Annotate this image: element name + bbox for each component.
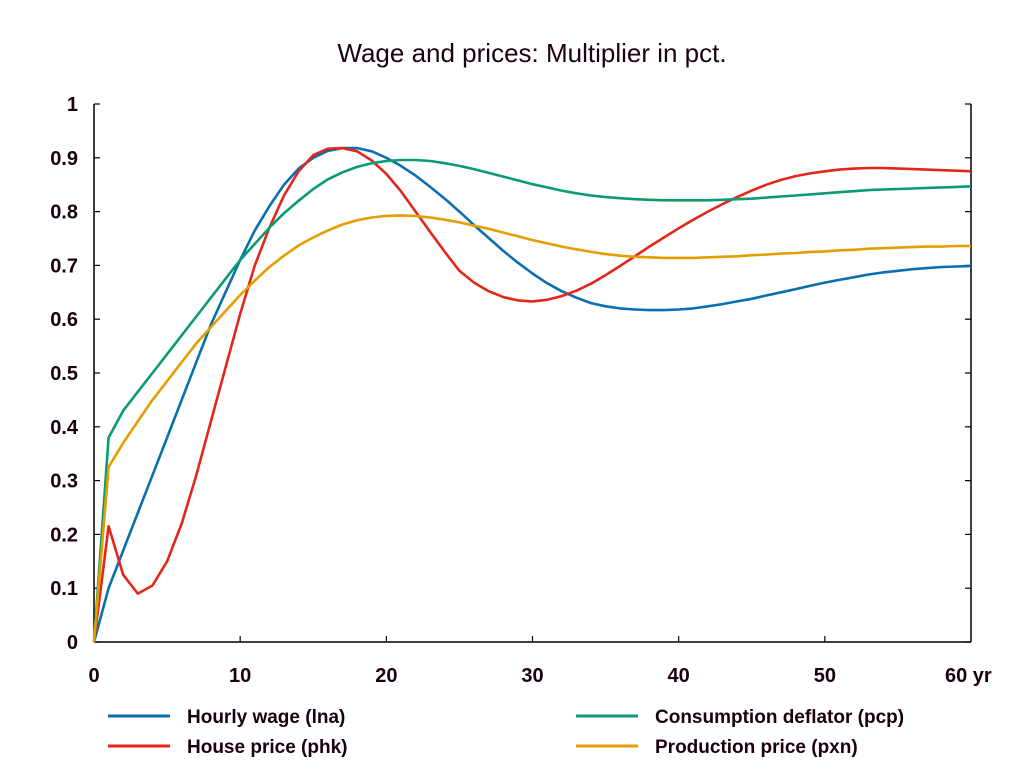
series-line-3 [92, 158, 972, 643]
axes: 00.10.20.30.40.50.60.70.80.910 10 20 30 40 50… [50, 94, 992, 687]
x-tick-label: 0 [88, 665, 99, 687]
y-tick-label: 0.1 [50, 578, 78, 600]
legend-label: House price (phk) [187, 737, 347, 758]
legend-label: Hourly wage (lna) [187, 707, 345, 728]
x-tick-label: 50 [814, 665, 836, 687]
legend: Hourly wage (lna) House price (phk) Consum… [108, 707, 904, 758]
y-tick-label: 0.8 [50, 202, 78, 224]
chart-title: Wage and prices: Multiplier in pct. [337, 38, 726, 68]
y-tick-label: 0.2 [50, 524, 78, 546]
legend-label: Production price (pxn) [655, 737, 858, 758]
x-tick-label: 10 [229, 665, 251, 687]
x-tick-label: 30 [521, 665, 543, 687]
y-tick-label: 0.9 [50, 148, 78, 170]
y-tick-label: 0.6 [50, 309, 78, 331]
series-line-4 [92, 214, 971, 643]
y-tick-label: 0 [67, 632, 78, 654]
legend-label: Consumption deflator (pcp) [655, 707, 904, 728]
y-tick-label: 0.4 [50, 417, 79, 439]
series-line-2 [92, 146, 972, 643]
series-line-1 [92, 146, 972, 643]
y-tick-label: 0.7 [50, 255, 78, 277]
series-group [92, 146, 972, 643]
x-tick-label: 40 [668, 665, 690, 687]
y-tick-label: 0.3 [50, 471, 78, 493]
x-tick-label: 60 yr [945, 665, 992, 687]
x-tick-label: 20 [375, 665, 397, 687]
y-tick-label: 0.5 [50, 363, 78, 385]
y-tick-label: 1 [67, 94, 78, 116]
